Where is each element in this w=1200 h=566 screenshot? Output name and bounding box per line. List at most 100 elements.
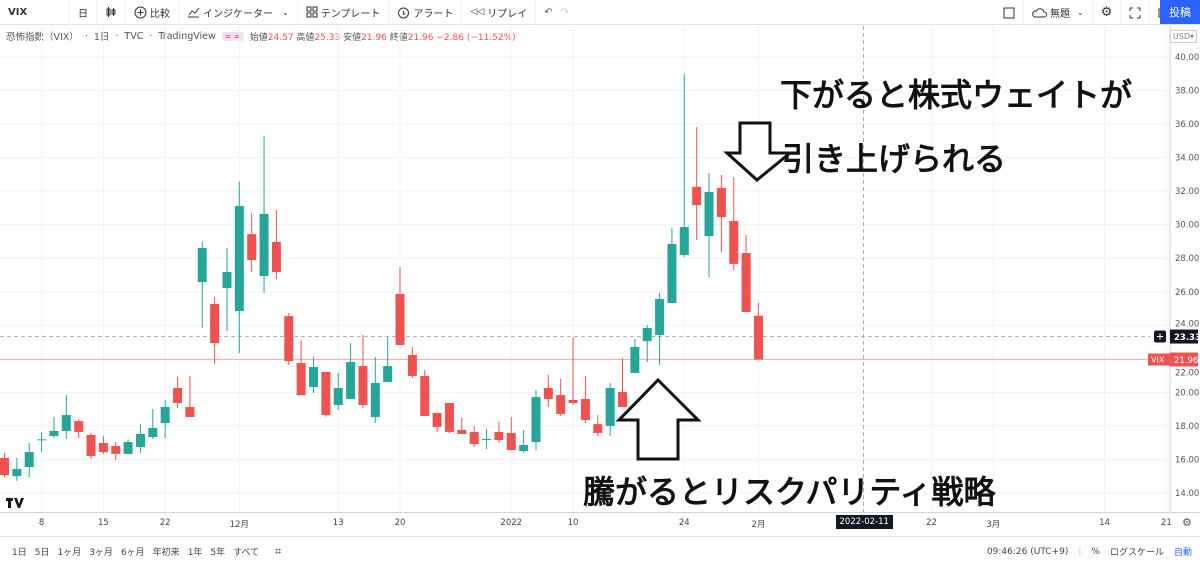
candle-body	[160, 406, 170, 424]
candle-body	[185, 406, 195, 418]
log-scale-toggle[interactable]: ログスケール	[1109, 548, 1164, 558]
goto-date-icon[interactable]: ⌗	[275, 544, 282, 558]
time-tick-label: 14	[1099, 518, 1110, 528]
legend-title[interactable]: 恐怖指数（VIX）	[6, 32, 79, 43]
range-button[interactable]: 1ヶ月	[57, 548, 82, 558]
up-arrow-icon	[615, 377, 702, 461]
range-button[interactable]: 1日	[12, 548, 27, 558]
candle-body	[259, 213, 269, 276]
time-tick-label: 3月	[986, 520, 1001, 530]
high-label: 高値	[296, 32, 315, 43]
compare-button[interactable]: 比較	[126, 0, 179, 25]
close-label: 終値	[389, 32, 408, 43]
candle-body	[407, 354, 417, 376]
alert-label: アラート	[413, 8, 454, 20]
candle-body	[234, 206, 244, 312]
range-button[interactable]: 5年	[210, 548, 226, 558]
candle-body	[271, 241, 281, 272]
candle-body	[370, 382, 380, 418]
price-tick-label: 14.00	[1175, 489, 1199, 499]
low-label: 安値	[343, 32, 362, 43]
replay-button[interactable]: ◁◁ リプレイ	[462, 0, 537, 25]
fullscreen-icon	[1129, 7, 1141, 18]
candle-body	[630, 346, 640, 373]
time-tick-label: 12月	[229, 520, 249, 530]
symbol-badge-label: VIX	[1151, 356, 1165, 365]
redo-button[interactable]: ↷	[561, 0, 569, 25]
annotation-top-line2: 引き上げられる	[782, 140, 1007, 178]
crosshair-price-badge	[1170, 329, 1198, 344]
symbol-search-button[interactable]: VIX	[0, 0, 70, 25]
time-axis[interactable]: 8 15 22 12月 13 20 2022 10 24 2月 22 3月 14 21 2022-02-11…	[0, 512, 1200, 534]
time-tick-label: 22	[159, 518, 171, 528]
tradingview-logo	[6, 498, 24, 508]
scale-settings-gear-icon[interactable]: ⚙	[1182, 516, 1192, 529]
indicators-icon	[188, 7, 200, 18]
candle-body	[605, 388, 615, 426]
percent-toggle[interactable]: %	[1091, 546, 1100, 557]
auto-scale-toggle[interactable]: 自動	[1173, 548, 1192, 558]
candle-body	[580, 398, 590, 421]
legend-source: TradingView	[158, 30, 216, 42]
symbol-label: VIX	[8, 6, 28, 18]
publish-button[interactable]: 投稿	[1160, 0, 1200, 24]
undo-button[interactable]: ↶	[536, 0, 560, 25]
candle-body	[457, 429, 467, 434]
candle-body	[98, 443, 108, 453]
candle-body	[618, 392, 627, 407]
candle-body	[642, 327, 652, 342]
publish-label: 投稿	[1169, 6, 1191, 19]
settings-button[interactable]: ⚙	[1093, 0, 1122, 25]
legend-toggle-button[interactable]: = =	[221, 31, 244, 41]
range-button[interactable]: 5日	[34, 548, 50, 558]
cloud-icon	[1032, 7, 1047, 17]
open-label: 始値	[249, 32, 268, 43]
candle-body	[692, 186, 702, 206]
fullscreen-button[interactable]	[1121, 0, 1151, 25]
range-button[interactable]: すべて	[233, 548, 260, 558]
price-tick-label: 36.00	[1175, 120, 1199, 130]
alert-button[interactable]: アラート	[389, 0, 463, 25]
plus-icon	[1157, 333, 1163, 340]
price-tick-label: 16.00	[1175, 455, 1199, 465]
candle-body	[61, 415, 71, 431]
templates-button[interactable]: テンプレート	[298, 0, 390, 25]
symbol-badge	[1148, 353, 1170, 366]
candle-body	[729, 220, 739, 264]
candle-body	[655, 298, 665, 336]
interval-button[interactable]: 日	[70, 0, 97, 25]
layout-button[interactable]	[995, 0, 1024, 25]
price-tick-label: 28.00	[1175, 254, 1199, 264]
range-button[interactable]: 3ヶ月	[89, 548, 113, 558]
candle-body	[86, 434, 96, 456]
price-chart[interactable]: 14.00 16.00 18.00 20.00 22.00 24.00 26.00 28.00…	[0, 26, 1200, 512]
chart-type-button[interactable]	[97, 0, 126, 25]
candle-body	[321, 371, 331, 416]
candle-body	[568, 399, 578, 403]
candle-body	[24, 452, 34, 468]
save-layout-button[interactable]: 無題 ⌄	[1024, 0, 1093, 25]
change-value: −2.86 (−11.52%)	[436, 32, 516, 43]
indicators-label: インジケーター	[203, 8, 273, 20]
last-price-badge	[1170, 352, 1198, 367]
range-button[interactable]: 年初来	[152, 548, 180, 558]
candle-body	[716, 187, 726, 217]
legend-dot: ·	[149, 30, 153, 42]
candle-body	[346, 362, 356, 399]
time-tick-label: 20	[394, 518, 406, 528]
candle-body	[0, 457, 9, 476]
candle-body	[679, 227, 689, 256]
range-button[interactable]: 6ヶ月	[120, 548, 145, 558]
candle-body	[358, 366, 368, 405]
time-tick-label: 21	[1160, 518, 1172, 528]
gear-icon: ⚙	[1100, 5, 1113, 20]
range-button[interactable]: 1年	[187, 548, 203, 558]
redo-icon: ↷	[560, 6, 570, 18]
price-tick-label: 20.00	[1175, 388, 1199, 398]
candle-body	[148, 427, 158, 437]
candle-body	[753, 315, 763, 360]
candle-body	[543, 388, 553, 399]
indicators-button[interactable]: インジケーター ⌄	[179, 0, 298, 25]
candle-body	[74, 421, 84, 432]
candle-body	[222, 271, 232, 289]
